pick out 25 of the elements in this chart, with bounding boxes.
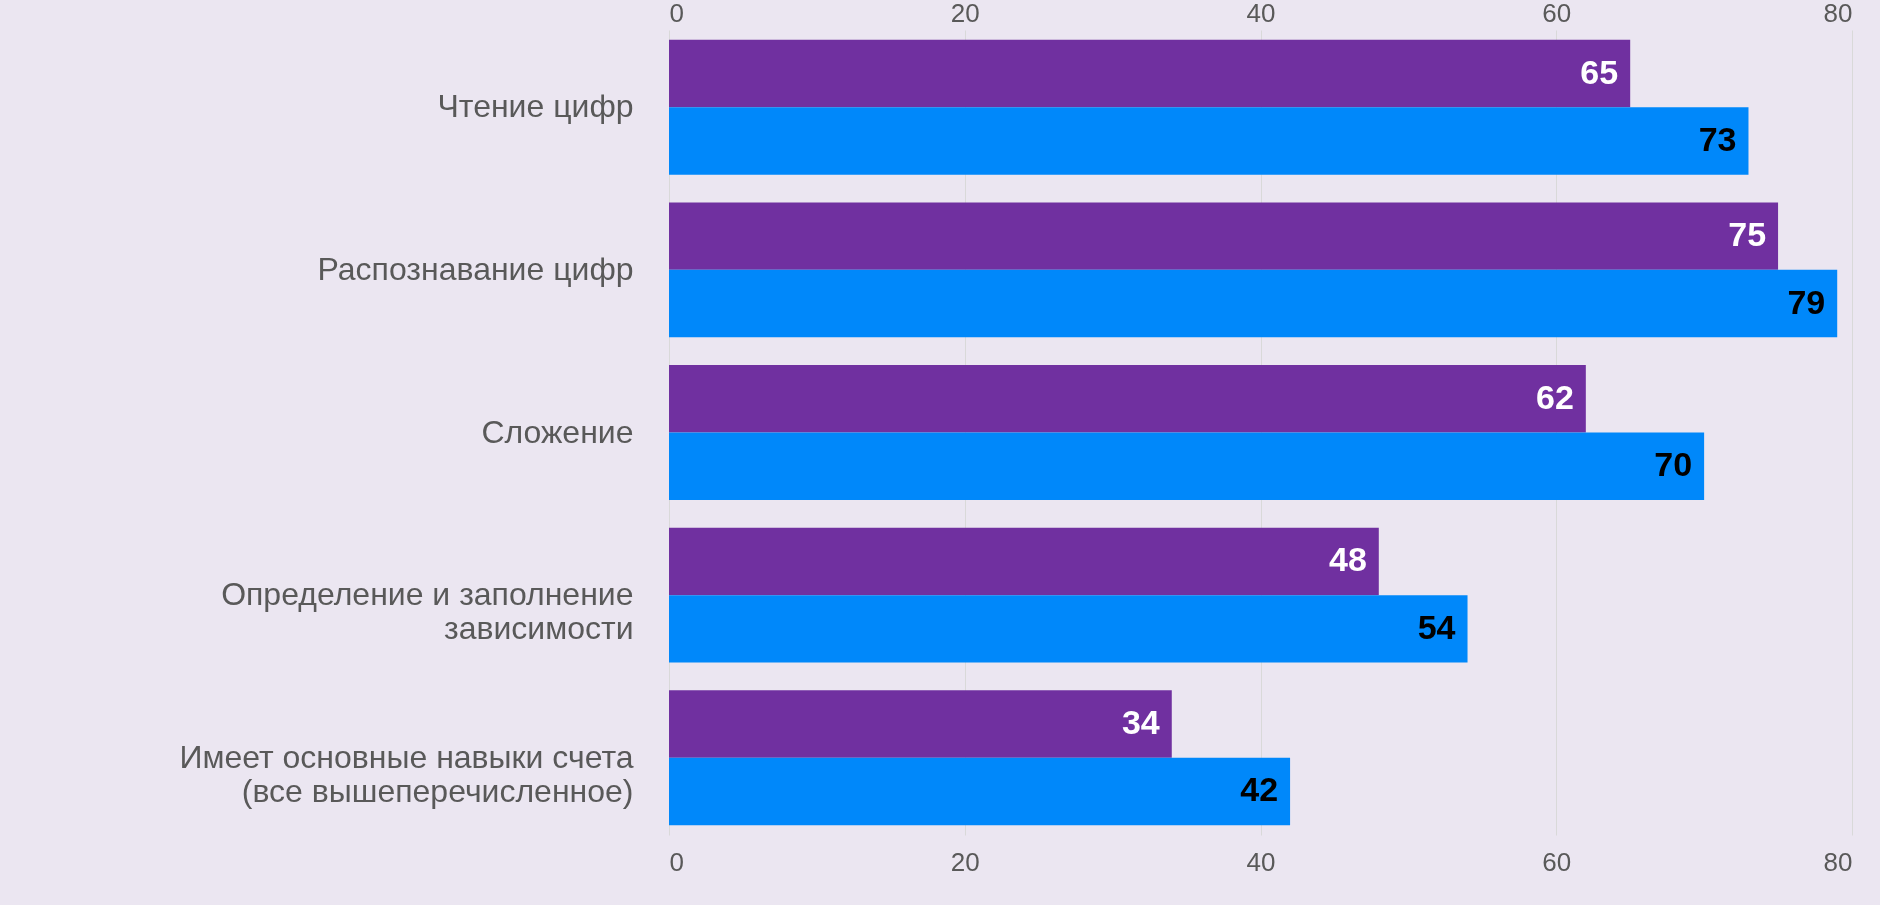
data-label: 54 [1417,607,1456,646]
y-tick-label: Определение и заполнение зависимости [221,576,634,647]
data-label: 75 [1728,215,1767,254]
x2-tick-label: 20 [950,0,980,28]
x-tick-label: 40 [1246,846,1276,877]
x2-tick-label: 60 [1542,0,1572,28]
y-tick-label: Имеет основные навыки счета (все вышеперечисленное) [179,738,634,809]
x2-tick-label: 40 [1246,0,1276,28]
x2-tick-label: 0 [669,0,684,28]
data-label: 70 [1654,445,1693,484]
x-tick-label: 80 [1823,846,1853,877]
x-tick-label: 20 [950,846,980,877]
data-label: 34 [1121,703,1160,742]
y-tick-label: Распознавание цифр [317,250,634,287]
x-tick-label: 60 [1542,846,1572,877]
x-tick-label: 0 [669,846,684,877]
data-label: 48 [1328,540,1367,579]
data-label: 79 [1787,282,1826,321]
data-label: 73 [1698,119,1737,158]
data-label: 42 [1240,770,1279,809]
y-tick-label: Чтение цифр [437,88,634,125]
data-label: 65 [1580,52,1619,91]
data-label: 62 [1536,377,1574,416]
y-tick-label: Сложение [481,413,634,450]
x2-tick-label: 80 [1823,0,1853,28]
